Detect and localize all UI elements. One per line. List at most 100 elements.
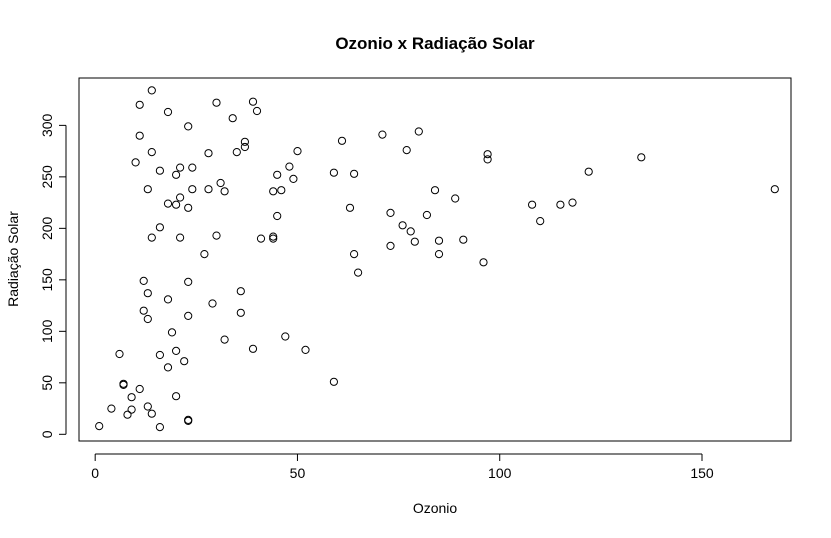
- data-point: [329, 168, 338, 177]
- data-point: [135, 384, 144, 394]
- data-point: [386, 208, 395, 217]
- data-point: [200, 250, 209, 259]
- data-point: [155, 350, 164, 360]
- data-point: [410, 237, 419, 246]
- plot-box: [78, 77, 792, 442]
- data-point: [147, 409, 156, 418]
- data-point: [277, 186, 286, 195]
- data-point: [281, 332, 290, 341]
- data-point: [184, 203, 193, 212]
- y-tick-label: 250: [39, 165, 55, 189]
- data-point: [528, 200, 537, 209]
- data-point: [256, 234, 266, 243]
- data-point: [163, 363, 173, 372]
- data-point: [273, 211, 282, 221]
- data-point: [402, 146, 411, 155]
- x-axis-label: Ozonio: [413, 500, 458, 516]
- data-point: [568, 198, 577, 207]
- data-point: [406, 227, 415, 236]
- data-point: [139, 306, 148, 315]
- data-point: [248, 344, 258, 353]
- data-point: [228, 114, 237, 123]
- data-point: [479, 258, 488, 267]
- data-point: [350, 250, 359, 259]
- data-point: [135, 131, 144, 140]
- data-point: [147, 233, 156, 242]
- y-tick-label: 0: [39, 430, 55, 438]
- data-point: [240, 142, 249, 152]
- data-point: [386, 241, 395, 250]
- data-point: [180, 357, 189, 366]
- data-point: [172, 200, 181, 209]
- data-point: [155, 166, 164, 175]
- data-point: [184, 416, 193, 425]
- data-point: [430, 186, 440, 195]
- data-point: [273, 170, 282, 179]
- x-tick-label: 50: [290, 465, 306, 481]
- data-point: [483, 150, 492, 159]
- x-tick-label: 150: [690, 465, 714, 481]
- data-point: [147, 148, 156, 157]
- data-points: [95, 86, 779, 432]
- data-point: [143, 314, 152, 324]
- data-point: [293, 147, 302, 156]
- y-tick-label: 300: [39, 113, 55, 137]
- data-point: [556, 200, 565, 209]
- data-point: [269, 187, 278, 196]
- data-point: [240, 137, 249, 146]
- data-point: [163, 199, 173, 208]
- data-point: [414, 127, 423, 136]
- data-point: [422, 210, 431, 220]
- data-point: [434, 236, 444, 245]
- data-point: [269, 234, 278, 243]
- y-tick-label: 150: [39, 268, 55, 292]
- data-point: [248, 97, 258, 106]
- data-point: [398, 221, 407, 230]
- data-point: [188, 163, 197, 172]
- data-point: [269, 232, 278, 241]
- data-point: [212, 231, 221, 240]
- data-point: [172, 170, 181, 179]
- data-point: [135, 100, 144, 109]
- data-point: [216, 178, 225, 188]
- y-tick-label: 100: [39, 319, 55, 343]
- data-point: [155, 223, 164, 232]
- data-point: [155, 423, 164, 432]
- x-tick-label: 0: [91, 465, 99, 481]
- data-point: [434, 250, 444, 259]
- data-point: [378, 130, 387, 139]
- data-point: [204, 185, 213, 194]
- data-point: [119, 380, 128, 389]
- y-axis: 0 50 100 150 200 250 300: [39, 113, 67, 438]
- data-point: [143, 289, 152, 298]
- data-point: [184, 277, 193, 286]
- data-point: [188, 185, 197, 194]
- data-point: [345, 203, 355, 212]
- data-point: [107, 404, 116, 413]
- y-axis-label: Radiação Solar: [5, 211, 21, 307]
- data-point: [204, 149, 213, 158]
- data-point: [337, 136, 347, 145]
- data-point: [123, 410, 132, 419]
- data-point: [354, 268, 363, 277]
- x-axis: 0 50 100 150: [91, 453, 714, 481]
- data-point: [176, 193, 185, 202]
- data-point: [285, 162, 294, 171]
- data-point: [236, 308, 245, 317]
- data-point: [147, 86, 156, 95]
- data-point: [139, 276, 148, 285]
- data-point: [127, 393, 136, 402]
- data-point: [536, 217, 545, 226]
- data-point: [459, 235, 468, 244]
- data-point: [483, 155, 492, 164]
- data-point: [184, 122, 193, 131]
- data-point: [451, 194, 460, 203]
- data-point: [176, 233, 185, 242]
- y-tick-label: 50: [39, 375, 55, 391]
- data-point: [184, 311, 193, 320]
- data-point: [289, 174, 298, 183]
- data-point: [236, 287, 245, 296]
- data-point: [131, 158, 140, 167]
- data-point: [115, 349, 124, 359]
